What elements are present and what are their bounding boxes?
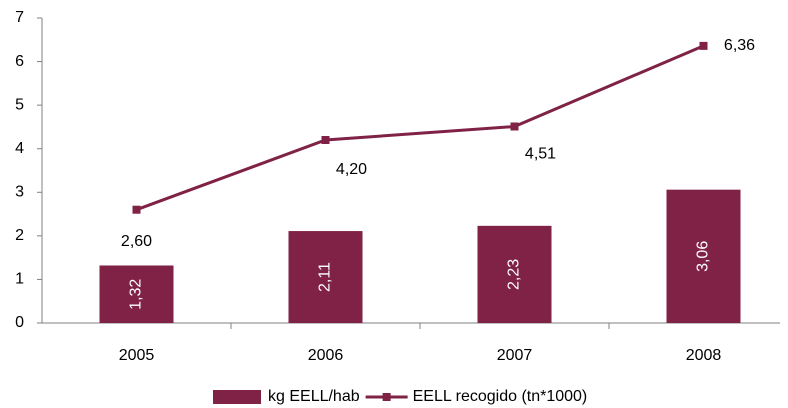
x-tick-label: 2005 (119, 347, 155, 364)
legend-label: EELL recogido (tn*1000) (413, 388, 588, 405)
bar-value-label: 2,11 (317, 262, 334, 292)
line-value-label: 4,20 (336, 161, 367, 178)
bar-value-label: 3,06 (695, 241, 712, 272)
bar (477, 225, 552, 323)
bar (99, 265, 174, 323)
bar (666, 189, 741, 323)
x-tick-label: 2006 (308, 347, 344, 364)
bar (288, 231, 363, 323)
y-tick-label: 7 (15, 9, 24, 26)
line-value-label: 4,51 (525, 146, 556, 163)
bar-value-label: 2,23 (506, 259, 523, 290)
line-marker (132, 205, 141, 214)
y-tick-label: 3 (15, 184, 24, 201)
bar-value-label: 1,32 (128, 279, 145, 310)
line-marker (510, 122, 519, 131)
legend-swatch (213, 390, 261, 404)
y-tick-label: 6 (15, 53, 24, 70)
x-tick-label: 2008 (686, 347, 722, 364)
line-marker (321, 136, 330, 144)
line (135, 44, 705, 212)
line-value-label: 2,60 (121, 233, 152, 250)
y-tick-label: 2 (15, 227, 24, 244)
legend-marker (382, 393, 391, 401)
line-marker (699, 41, 708, 50)
x-tick-label: 2007 (497, 347, 533, 364)
legend-label: kg EELL/hab (268, 388, 360, 405)
y-tick-label: 4 (15, 140, 24, 157)
line-value-label: 6,36 (724, 37, 755, 54)
y-tick-label: 1 (15, 271, 24, 288)
y-tick-label: 0 (15, 314, 24, 331)
y-tick-label: 5 (15, 96, 24, 113)
